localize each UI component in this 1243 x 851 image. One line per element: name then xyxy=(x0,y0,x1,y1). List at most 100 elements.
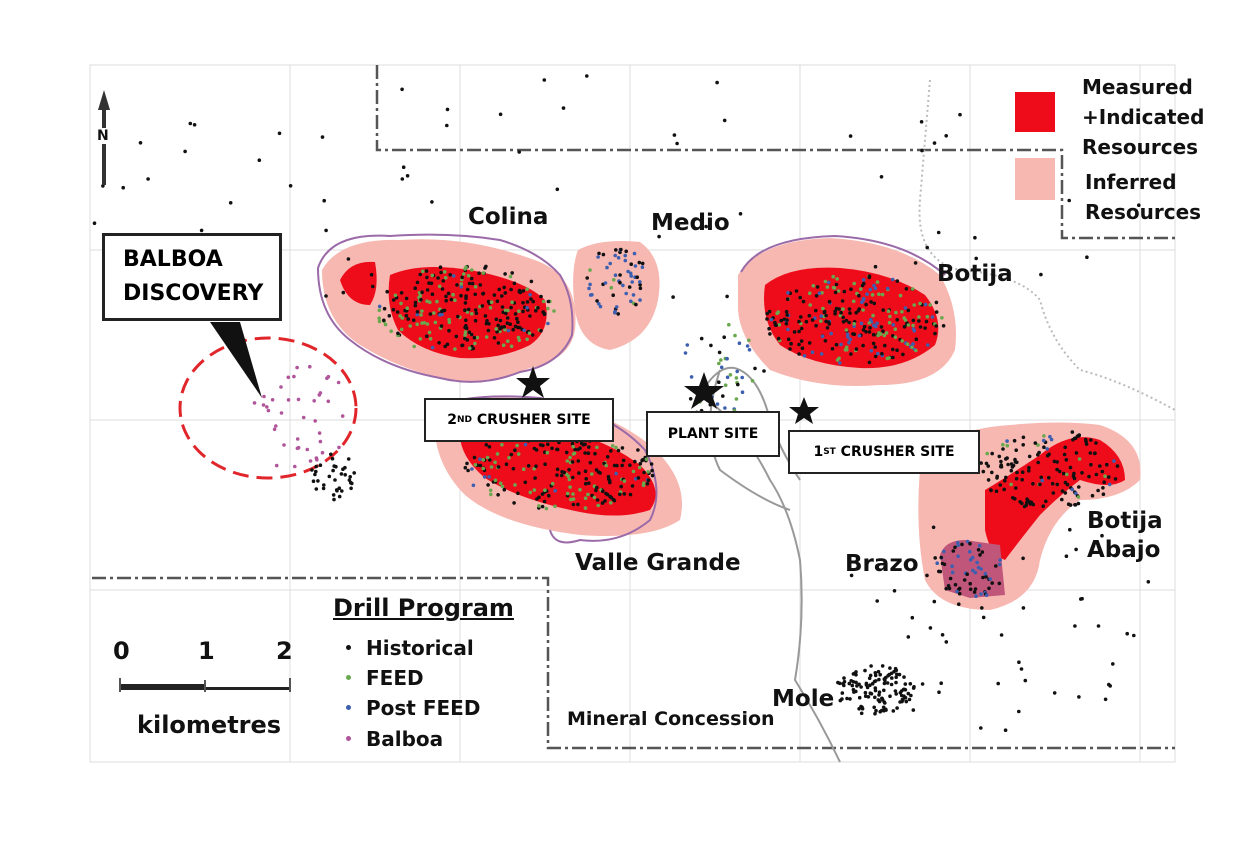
drill-hole xyxy=(838,698,843,703)
drill-hole xyxy=(504,462,509,467)
drill-hole xyxy=(440,287,445,291)
drill-hole xyxy=(630,280,634,284)
drill-hole xyxy=(634,302,638,307)
drill-hole xyxy=(844,328,849,332)
drill-hole xyxy=(645,482,650,486)
drill-hole xyxy=(861,343,865,348)
drill-hole xyxy=(525,300,530,304)
drill-hole xyxy=(848,337,852,342)
drill-hole xyxy=(528,490,533,495)
drill-hole xyxy=(888,694,892,698)
drill-hole xyxy=(979,567,983,571)
drill-hole xyxy=(387,314,392,318)
drill-hole xyxy=(779,318,783,323)
drill-hole xyxy=(1115,464,1120,468)
drill-hole xyxy=(529,297,533,301)
drill-hole xyxy=(403,308,407,313)
drill-hole xyxy=(765,311,769,316)
drill-hole xyxy=(854,680,858,685)
drill-hole xyxy=(513,448,517,453)
drill-hole xyxy=(465,287,470,292)
drill-hole xyxy=(1027,469,1031,473)
drill-hole xyxy=(493,460,497,465)
drill-hole xyxy=(1002,487,1006,492)
drill-hole xyxy=(1045,447,1049,451)
drill-hole xyxy=(466,307,471,312)
drill-hole xyxy=(893,327,898,332)
drill-hole xyxy=(517,338,522,343)
drill-hole xyxy=(425,322,430,326)
drill-hole xyxy=(867,360,872,365)
drill-hole xyxy=(492,336,497,340)
drill-hole xyxy=(1036,452,1040,457)
drill-hole xyxy=(1107,482,1112,487)
drill-hole xyxy=(894,310,898,315)
drill-hole xyxy=(523,442,528,447)
drill-hole xyxy=(976,548,981,552)
label-mole: Mole xyxy=(772,686,835,712)
drill-hole xyxy=(723,406,727,410)
drill-hole xyxy=(568,485,572,489)
drill-hole xyxy=(322,483,326,487)
crusher2-star xyxy=(516,366,550,398)
drill-hole xyxy=(121,185,125,190)
drill-hole xyxy=(288,184,293,188)
drill-hole xyxy=(807,313,812,318)
drill-hole xyxy=(419,297,423,302)
drill-hole xyxy=(321,486,326,491)
drill-hole xyxy=(430,345,435,350)
drill-hole xyxy=(792,330,797,334)
label-colina: Colina xyxy=(468,204,549,230)
drill-hole xyxy=(440,312,444,317)
drill-hole xyxy=(586,451,591,456)
drill-hole xyxy=(477,271,481,276)
drill-hole xyxy=(900,699,904,704)
drill-hole xyxy=(638,283,642,287)
drill-hole xyxy=(257,158,262,162)
drill-hole xyxy=(926,343,930,347)
drill-hole xyxy=(892,589,897,593)
drill-hole xyxy=(544,506,549,511)
drill-hole xyxy=(469,276,474,281)
drill-hole xyxy=(894,675,898,679)
drill-hole xyxy=(1041,438,1046,443)
drill-holes xyxy=(92,74,1151,732)
drill-hole xyxy=(1006,462,1010,467)
drill-hole xyxy=(833,309,837,314)
drill-hole xyxy=(804,319,809,324)
drill-hole xyxy=(383,322,388,327)
drill-hole xyxy=(842,683,846,688)
drill-hole xyxy=(542,499,547,504)
drill-hole xyxy=(854,347,859,351)
drill-hole xyxy=(1048,434,1052,439)
drill-hole xyxy=(286,375,291,380)
drill-hole xyxy=(719,358,723,362)
drill-hole xyxy=(603,499,607,503)
drill-hole xyxy=(875,321,879,326)
drill-hole xyxy=(498,329,502,334)
scale-tick-1: 1 xyxy=(198,637,215,665)
drill-hole xyxy=(1012,438,1017,443)
drill-hole xyxy=(869,349,874,353)
drill-hole xyxy=(138,141,143,145)
drill-hole xyxy=(1045,453,1050,458)
drill-hole xyxy=(583,506,588,510)
drill-hole xyxy=(336,380,341,385)
drill-hole xyxy=(555,447,559,452)
drill-hole xyxy=(415,280,420,285)
drill-hole xyxy=(464,318,468,323)
drill-hole xyxy=(863,694,868,698)
drill-hole xyxy=(509,344,514,349)
drill-hole xyxy=(595,485,599,490)
drill-program-title: Drill Program xyxy=(333,594,514,622)
drill-hole xyxy=(496,493,500,497)
drill-hole xyxy=(1096,488,1100,493)
drill-hole xyxy=(906,308,911,313)
drill-hole xyxy=(420,321,424,325)
drill-hole xyxy=(320,135,325,139)
drill-hole xyxy=(317,431,322,435)
drill-hole xyxy=(443,344,448,349)
drill-hole xyxy=(607,478,612,483)
drill-hole xyxy=(472,335,477,340)
drill-hole xyxy=(912,685,916,689)
